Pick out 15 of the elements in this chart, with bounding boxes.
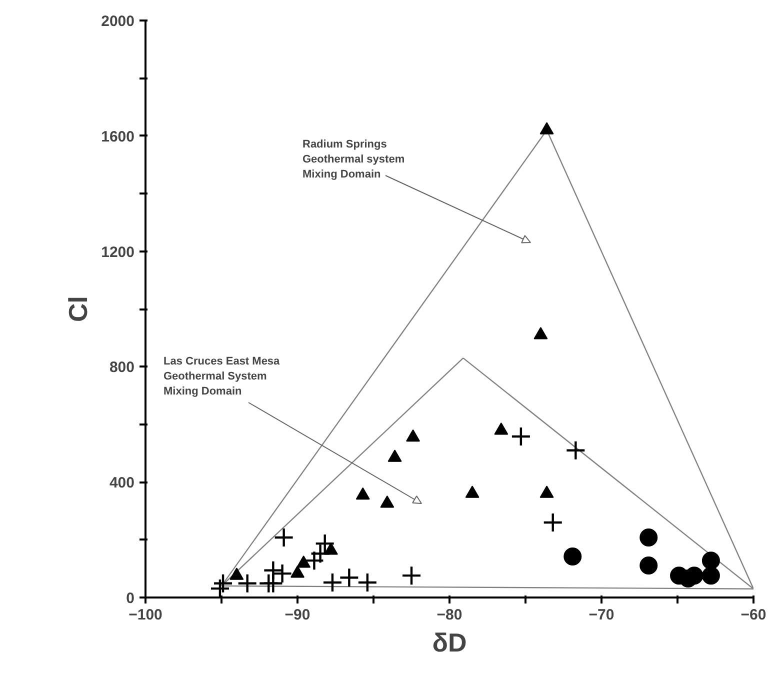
x-tick-label: −90 — [284, 606, 310, 624]
x-axis-title: δD — [432, 628, 467, 658]
y-tick-label: 2000 — [101, 13, 135, 30]
y-tick-label: 0 — [126, 590, 134, 607]
x-tick-label: −80 — [436, 606, 462, 624]
x-tick-label: −100 — [128, 606, 162, 624]
x-tick-label: −60 — [740, 606, 766, 624]
y-tick-label: 1600 — [101, 128, 135, 146]
y-axis-title: Cl — [63, 296, 94, 322]
y-tick-label: 1200 — [101, 244, 135, 261]
x-tick-label: −70 — [588, 606, 614, 624]
y-tick-label: 800 — [109, 359, 135, 376]
y-tick-label: 400 — [109, 474, 135, 492]
annotation: Las Cruces East Mesa Geothermal System Mixing Domain — [164, 356, 281, 398]
annotation: Radium Springs Geothermal system Mixing Domain — [302, 138, 405, 180]
